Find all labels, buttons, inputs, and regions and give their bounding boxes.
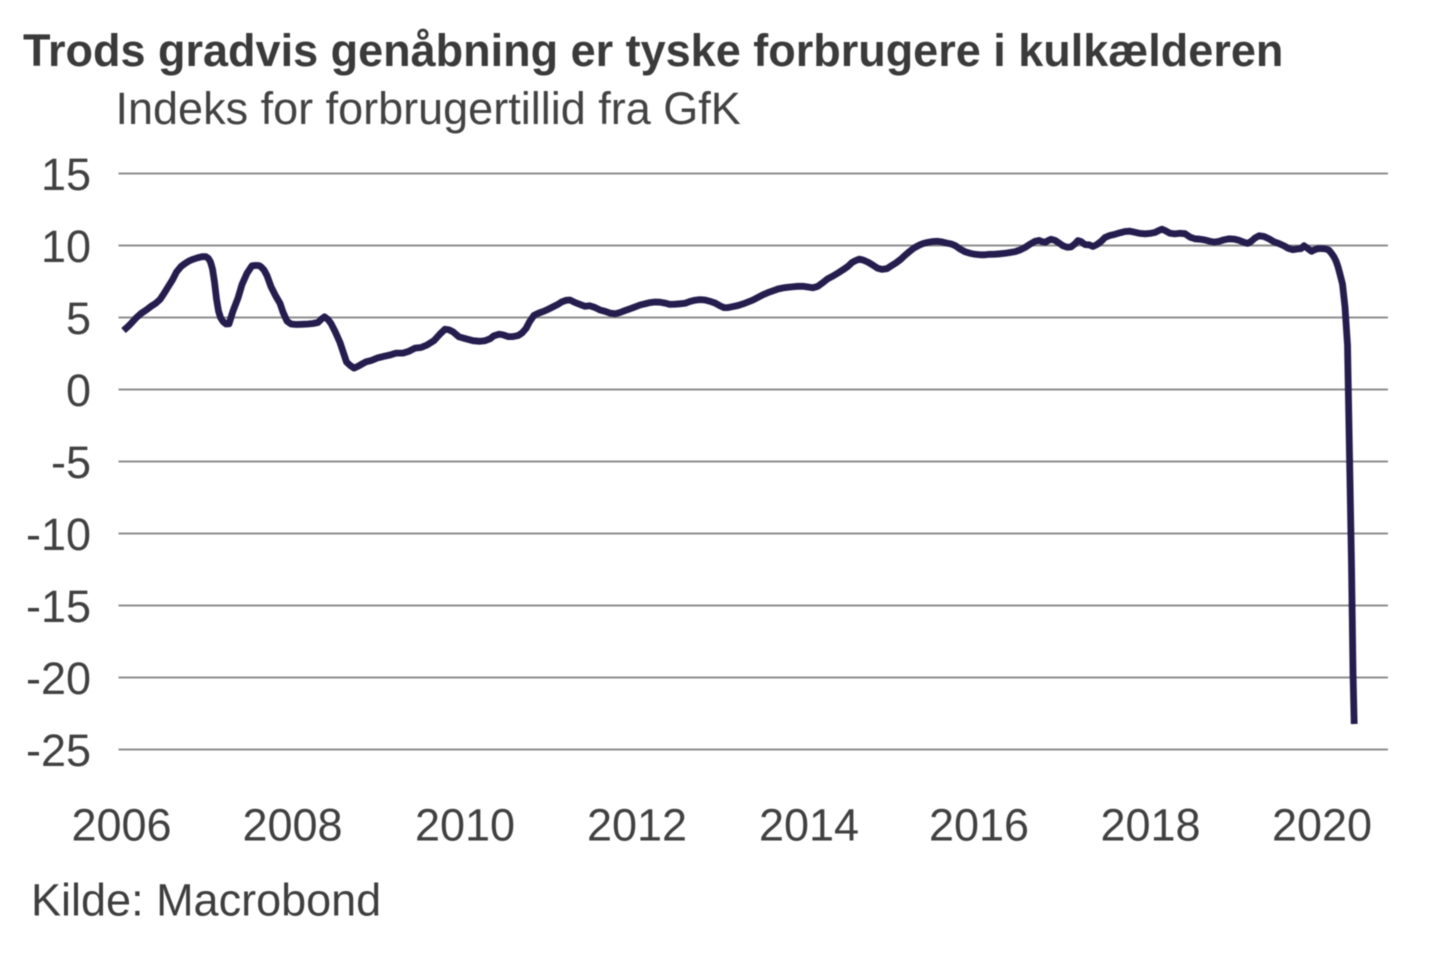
svg-text:10: 10 [41,221,91,272]
svg-text:2014: 2014 [759,800,859,851]
svg-text:-25: -25 [26,725,91,776]
svg-text:2010: 2010 [415,800,515,851]
svg-text:Trods gradvis genåbning er tys: Trods gradvis genåbning er tyske forbrug… [23,25,1283,76]
svg-text:2008: 2008 [242,800,342,851]
svg-text:15: 15 [41,149,91,200]
svg-text:-5: -5 [51,437,91,488]
svg-text:2006: 2006 [71,800,171,851]
svg-text:2016: 2016 [929,800,1029,851]
svg-text:-10: -10 [26,509,91,560]
svg-text:2020: 2020 [1272,800,1372,851]
svg-text:-15: -15 [26,581,91,632]
svg-text:-20: -20 [26,653,91,704]
svg-text:2012: 2012 [587,800,687,851]
svg-text:2018: 2018 [1100,800,1200,851]
svg-text:Indeks for forbrugertillid fra: Indeks for forbrugertillid fra GfK [116,83,741,134]
svg-text:Kilde: Macrobond: Kilde: Macrobond [31,875,381,926]
svg-text:5: 5 [66,293,91,344]
svg-text:0: 0 [66,365,91,416]
